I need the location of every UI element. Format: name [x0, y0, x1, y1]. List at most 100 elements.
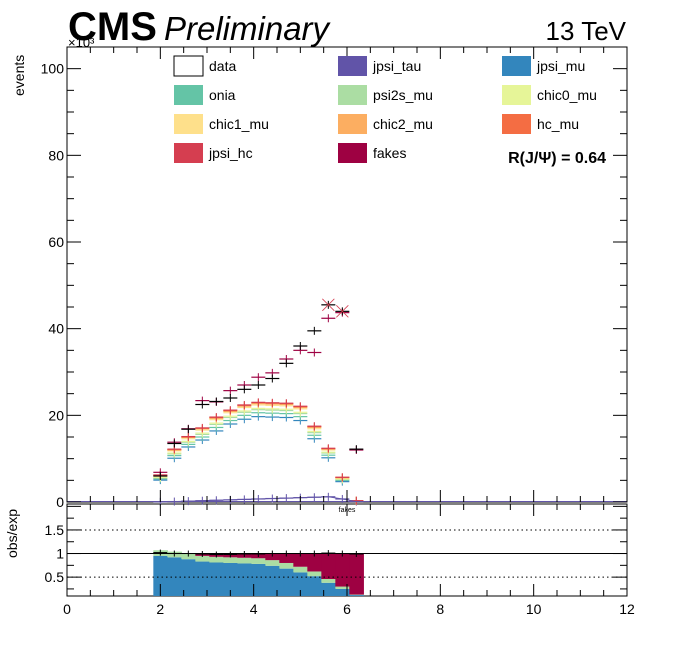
ratio-bar-other	[251, 558, 266, 564]
ratio-ylabel: obs/exp	[4, 509, 20, 558]
legend-item-data: data	[173, 55, 236, 77]
bar-fakes	[349, 450, 363, 501]
data-point	[251, 381, 266, 389]
stack-marker-jpsi_hc	[237, 400, 252, 409]
main-stack	[67, 308, 627, 506]
ratio-bar-jpsi-mu	[335, 588, 350, 596]
stack-marker-jpsi_hc	[195, 423, 210, 432]
ratio-bar-fakes	[307, 553, 322, 572]
preliminary-label: Preliminary	[164, 10, 332, 47]
ratio-bar-other	[223, 557, 238, 563]
data-point	[321, 298, 336, 312]
stack-marker-jpsi_hc	[335, 473, 350, 482]
svg-text:data: data	[209, 58, 236, 74]
bar-fakes	[307, 353, 321, 427]
ratio-bar-jpsi-mu	[349, 595, 364, 596]
data-point	[335, 305, 350, 318]
ratio-bar-jpsi-mu	[195, 561, 210, 596]
y-tick-label: 100	[41, 61, 65, 77]
legend-item-jpsi_tau: jpsi_tau	[338, 56, 421, 76]
stack-marker-jpsi_hc	[209, 413, 224, 422]
y-tick-label: 40	[48, 321, 64, 337]
ratio-bar-fakes	[293, 553, 308, 567]
energy-label: 13 TeV	[546, 16, 627, 46]
ratio-bar-fakes	[321, 553, 336, 580]
stack-marker-jpsi_hc	[321, 444, 336, 453]
svg-text:chic0_mu: chic0_mu	[537, 87, 597, 103]
x-tick-label: 4	[250, 601, 258, 617]
data-point	[265, 374, 280, 383]
x-tick-label: 2	[156, 601, 164, 617]
ratio-y-tick-label: 1	[56, 546, 64, 562]
cms-label: CMS	[68, 5, 157, 49]
stack-marker-fakes	[321, 314, 336, 323]
data-point	[195, 400, 210, 409]
x-axis: 0 2 4 6 8 10 12	[63, 47, 635, 617]
ratio-stack	[67, 529, 627, 596]
data-point	[237, 385, 252, 394]
ratio-bar-other	[335, 586, 350, 589]
x-tick-label: 8	[436, 601, 444, 617]
ratio-bar-jpsi-mu	[237, 563, 252, 596]
bar-fakes	[335, 313, 349, 478]
ratio-bar-other	[265, 560, 280, 566]
ratio-bar-jpsi-mu	[307, 576, 322, 596]
ratio-bar-jpsi-mu	[153, 555, 168, 596]
ratio-bar-other	[279, 562, 294, 569]
data-point	[167, 439, 182, 448]
exponent-label: ×10³	[68, 35, 95, 50]
ratio-bar-jpsi-mu	[279, 568, 294, 596]
ratio-point	[153, 549, 168, 556]
data-point	[153, 472, 168, 480]
svg-text:onia: onia	[209, 87, 236, 103]
stack-marker-jpsi_hc	[181, 432, 196, 441]
stack-marker-fakes	[223, 386, 238, 395]
legend-item-hc_mu: hc_mu	[502, 114, 579, 134]
data-point	[293, 342, 308, 350]
data-points	[153, 298, 364, 480]
y-tick-label: 60	[48, 234, 64, 250]
x-tick-label: 12	[619, 601, 635, 617]
legend-item-chic1_mu: chic1_mu	[174, 114, 269, 134]
bar-fakes	[293, 350, 307, 406]
svg-text:hc_mu: hc_mu	[537, 116, 579, 132]
ratio-bar-fakes	[349, 553, 364, 595]
main-y-axis: 0 20 40 60 80 100	[41, 46, 627, 510]
ratio-bar-jpsi-mu	[209, 562, 224, 596]
ratio-bar-jpsi-mu	[251, 563, 266, 596]
stack-marker-jpsi_hc	[307, 422, 322, 431]
svg-text:chic2_mu: chic2_mu	[373, 116, 433, 132]
ratio-bar-jpsi-mu	[265, 565, 280, 596]
ratio-y-axis: 0.5 1 1.5	[45, 505, 627, 590]
ratio-bar-other	[209, 556, 224, 563]
legend-item-chic0_mu: chic0_mu	[502, 85, 597, 105]
ratio-bar-other	[293, 566, 308, 573]
ratio-bar-other	[195, 555, 210, 562]
ratio-value-text: R(J/Ψ) = 0.64	[508, 150, 606, 167]
ratio-bar-other	[307, 571, 322, 577]
legend-item-psi2s_mu: psi2s_mu	[338, 85, 433, 105]
ratio-bar-jpsi-mu	[293, 572, 308, 596]
legend-item-onia: onia	[174, 85, 236, 105]
ratio-bar-fakes	[335, 553, 350, 587]
stack-marker-jpsi_hc	[279, 399, 294, 408]
stack-marker-fakes	[251, 373, 266, 382]
x-tick-label: 0	[63, 601, 71, 617]
ratio-bar-jpsi-mu	[223, 562, 238, 596]
ratio-point	[209, 551, 224, 558]
svg-text:fakes: fakes	[373, 145, 406, 161]
shape-label: fakes	[339, 507, 356, 514]
y-tick-label: 20	[48, 407, 64, 423]
ratio-point	[223, 551, 238, 558]
y-tick-label: 80	[48, 147, 64, 163]
svg-text:jpsi_tau: jpsi_tau	[372, 58, 421, 74]
x-tick-label: 10	[526, 601, 542, 617]
legend-item-jpsi_hc: jpsi_hc	[174, 143, 253, 163]
ratio-bar-jpsi-mu	[321, 582, 336, 596]
svg-text:psi2s_mu: psi2s_mu	[373, 87, 433, 103]
stack-marker-fakes	[307, 348, 322, 357]
y-tick-label: 0	[56, 494, 64, 510]
ratio-y-tick-label: 0.5	[45, 569, 65, 585]
